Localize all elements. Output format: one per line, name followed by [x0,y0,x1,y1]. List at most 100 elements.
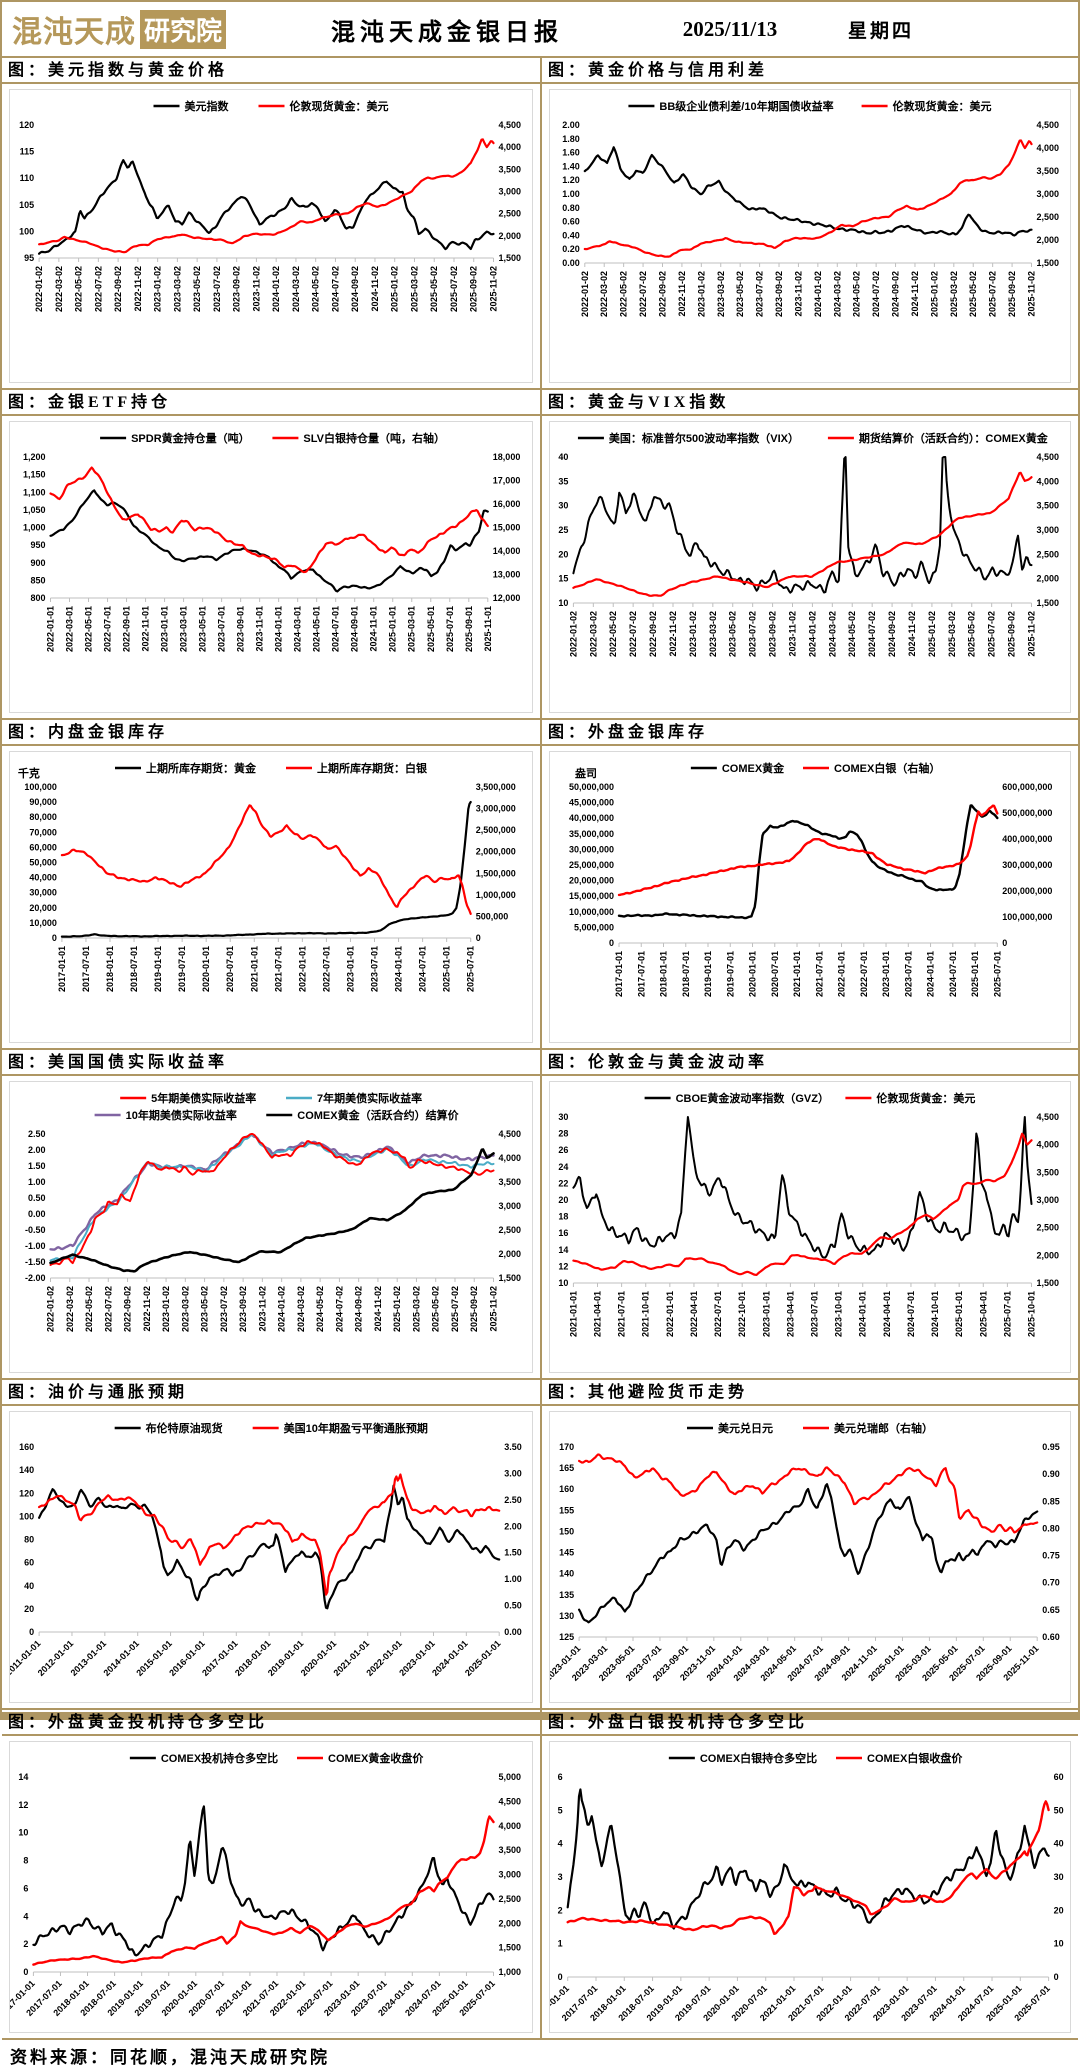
left-axis-tick: 1.40 [562,161,580,171]
report-weekday: 星期四 [848,20,915,42]
x-axis-tick-label: 2024-07-02 [334,1286,344,1332]
legend-label: 美国：标准普尔500波动率指数（VIX） [609,431,799,445]
right-axis-tick: 15,000 [493,523,521,533]
right-axis-tick: 3,000 [1037,189,1060,199]
right-axis-tick: 4,500 [1037,452,1060,462]
right-axis-tick: 2,500 [1037,1223,1060,1233]
right-axis-tick: 5,000 [499,1772,522,1782]
chart-title-foreign-inventory: 图：外盘金银库存 [542,720,1078,746]
x-axis-tick-label: 2022-11-02 [677,271,687,317]
x-axis-tick-label: 2018-07-01 [681,951,691,997]
legend-label: CBOE黄金波动率指数（GVZ） [676,1091,829,1105]
x-axis-tick-label: 2019-07-01 [177,946,187,992]
x-axis-tick-label: 2025-07-02 [987,611,997,657]
x-axis-tick-label: 2022-01-02 [568,611,578,657]
legend-label: 美元兑日元 [718,1421,773,1435]
x-axis-tick-label: 2018-07-01 [129,946,139,992]
left-axis-tick: 0.00 [28,1209,46,1219]
right-axis-tick: 3,000 [499,1201,522,1211]
x-axis-tick-label: 2021-10-01 [641,1291,651,1337]
left-axis-tick: 2 [23,1939,28,1949]
left-axis-tick: 95 [24,253,34,263]
left-axis-tick: 6 [558,1772,563,1782]
right-axis-tick: 3,500 [499,164,522,174]
x-axis-tick-label: 2022-03-02 [599,271,609,317]
left-axis-tick: 40 [24,1581,34,1591]
x-axis-tick-label: 2024-03-02 [296,1286,306,1332]
left-axis-tick: 3 [558,1872,563,1882]
left-axis-tick: 0.40 [562,230,580,240]
right-axis-tick: 0.90 [1042,1469,1060,1479]
x-axis-tick-label: 2024-05-02 [315,1286,325,1332]
right-axis-tick: 1,500 [1037,1278,1060,1288]
x-axis-tick-label: 2021-01-01 [792,951,802,997]
right-axis-tick: 1,500 [499,253,522,263]
right-axis-tick: 500,000 [476,911,509,921]
chart-gold-volatility: CBOE黄金波动率指数（GVZ） 伦敦现货黄金：美元 30 28 26 24 22 20 18 1… [549,1081,1071,1373]
legend-label: SLV白银持仓量（吨，右轴） [303,431,445,445]
x-axis-tick-label: 2023-07-02 [219,1286,229,1332]
right-axis-tick: 3,000 [1037,1195,1060,1205]
chart-title-gold-long-short: 图：外盘黄金投机持仓多空比 [2,1710,540,1736]
x-axis-tick-label: 2022-05-02 [74,266,84,312]
x-axis-tick-label: 2022-10-01 [737,1291,747,1337]
x-axis-tick-label: 2024-01-01 [926,951,936,997]
x-axis-tick-label: 2023-04-01 [785,1291,795,1337]
x-axis-tick-label: 2022-11-02 [142,1286,152,1332]
x-axis-tick-label: 2022-07-01 [103,606,113,652]
legend-label: COMEX白银（右轴） [834,761,940,775]
left-axis-tick: 130 [559,1611,574,1621]
right-axis-tick: 2,500 [499,1225,522,1235]
right-axis-tick: 2,000 [1037,574,1060,584]
x-axis-tick-label: 2022-07-02 [628,611,638,657]
x-axis-tick-label: 2022-07-02 [638,271,648,317]
x-axis-tick-label: 2023-11-02 [787,611,797,657]
x-axis-tick-label: 2024-05-02 [847,611,857,657]
right-axis-tick: 3,500 [499,1845,522,1855]
left-axis-tick: 40 [558,452,568,462]
left-axis-tick: 20,000,000 [569,876,614,886]
chart-cell-gold-long-short: 图：外盘黄金投机持仓多空比 COMEX投机持仓多空比 COMEX黄金收盘价 14 12… [2,1708,540,2038]
legend-label: 10年期美债实际收益率 [126,1108,237,1122]
right-axis-tick: 2.50 [504,1495,522,1505]
left-axis-tick: 120 [19,120,34,130]
legend-label: 美国10年期盈亏平衡通胀预期 [284,1421,428,1435]
x-axis-tick-label: 2023-01-02 [696,271,706,317]
chart-foreign-inventory: COMEX黄金 COMEX白银（右轴） 盎司 50,000,000 45,000,000… [549,751,1071,1043]
right-axis-tick: 1,500 [1037,598,1060,608]
chart-title-gold-credit-spread: 图：黄金价格与信用利差 [542,58,1078,84]
x-axis-tick-label: 2025-10-01 [1027,1291,1037,1337]
left-axis-tick: 25,000,000 [569,860,614,870]
left-axis-tick: 5,000,000 [574,922,614,932]
x-axis-tick-label: 2022-04-01 [689,1291,699,1337]
left-axis-tick: 115 [20,147,35,157]
chart-cell-etf-holdings: 图：金银ETF持仓 SPDR黄金持仓量（吨） SLV白银持仓量（吨，右轴） 1,20… [2,388,540,718]
left-axis-tick: 135 [559,1590,574,1600]
left-axis-tick: 25 [558,525,568,535]
left-axis-tick: 10 [18,1828,28,1838]
legend-label: 上期所库存期货：黄金 [146,761,257,775]
x-axis-tick-label: 2025-01-02 [392,1286,402,1332]
right-axis-tick: 3,500 [1037,1167,1060,1177]
right-axis-tick: 1,500 [1037,258,1060,268]
left-axis-tick: 30,000 [29,888,57,898]
x-axis-tick-label: 2022-09-01 [122,606,132,652]
x-axis-tick-label: 2025-11-02 [1027,271,1037,317]
right-axis-tick: 200,000,000 [1002,886,1052,896]
chart-cell-usd-index-gold: 图：美元指数与黄金价格 美元指数 伦敦现货黄金：美元 120 115 110 105 100… [2,58,540,388]
right-axis-tick: 2,000,000 [476,847,516,857]
left-axis-tick: 35 [558,476,568,486]
right-axis-tick: 30 [1054,1872,1064,1882]
x-axis-tick-label: 2025-03-02 [947,611,957,657]
x-axis-tick-label: 2024-03-02 [291,266,301,312]
x-axis-tick-label: 2025-01-01 [954,1291,964,1337]
left-axis-tick: 4 [558,1839,563,1849]
left-axis-tick: 20 [24,1604,34,1614]
right-axis-tick: 2,000 [499,1918,522,1928]
left-axis-tick: 0.20 [562,244,580,254]
x-axis-tick-label: 2023-07-02 [748,611,758,657]
x-axis-tick-label: 2023-05-01 [198,606,208,652]
left-axis-tick: 80 [24,1535,34,1545]
left-axis-tick: 165 [559,1463,574,1473]
